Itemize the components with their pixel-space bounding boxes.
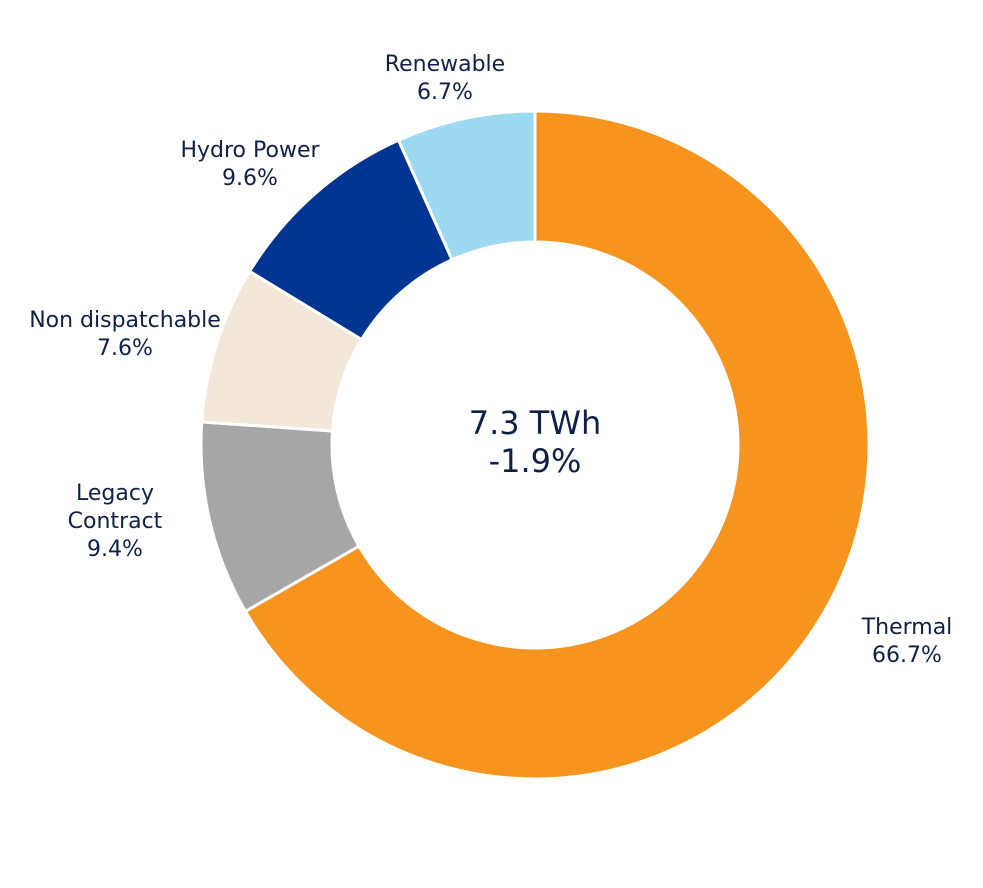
slice-value-label: 6.7%	[417, 80, 473, 105]
slice-value-label: 7.6%	[97, 336, 153, 361]
slice-value-label: 9.4%	[87, 537, 143, 562]
slice-value-label: 66.7%	[872, 643, 942, 668]
slices-group	[199, 109, 871, 781]
donut-slice-thermal	[243, 109, 871, 781]
donut-slice-renewable	[396, 109, 537, 262]
center-change-label: -1.9%	[489, 442, 582, 480]
slice-name-label: Non dispatchable	[29, 308, 221, 333]
slice-name-label: Hydro Power	[180, 138, 320, 163]
center-total-label: 7.3 TWh	[469, 404, 602, 442]
slice-name-label: Renewable	[385, 52, 505, 77]
slice-name-label: Contract	[68, 509, 163, 534]
slice-name-label: Legacy	[76, 481, 154, 506]
slice-name-label: Thermal	[861, 615, 953, 640]
labels-group: Thermal 66.7% Legacy Contract 9.4% Non dispat…	[29, 52, 952, 668]
slice-value-label: 9.6%	[222, 166, 278, 191]
